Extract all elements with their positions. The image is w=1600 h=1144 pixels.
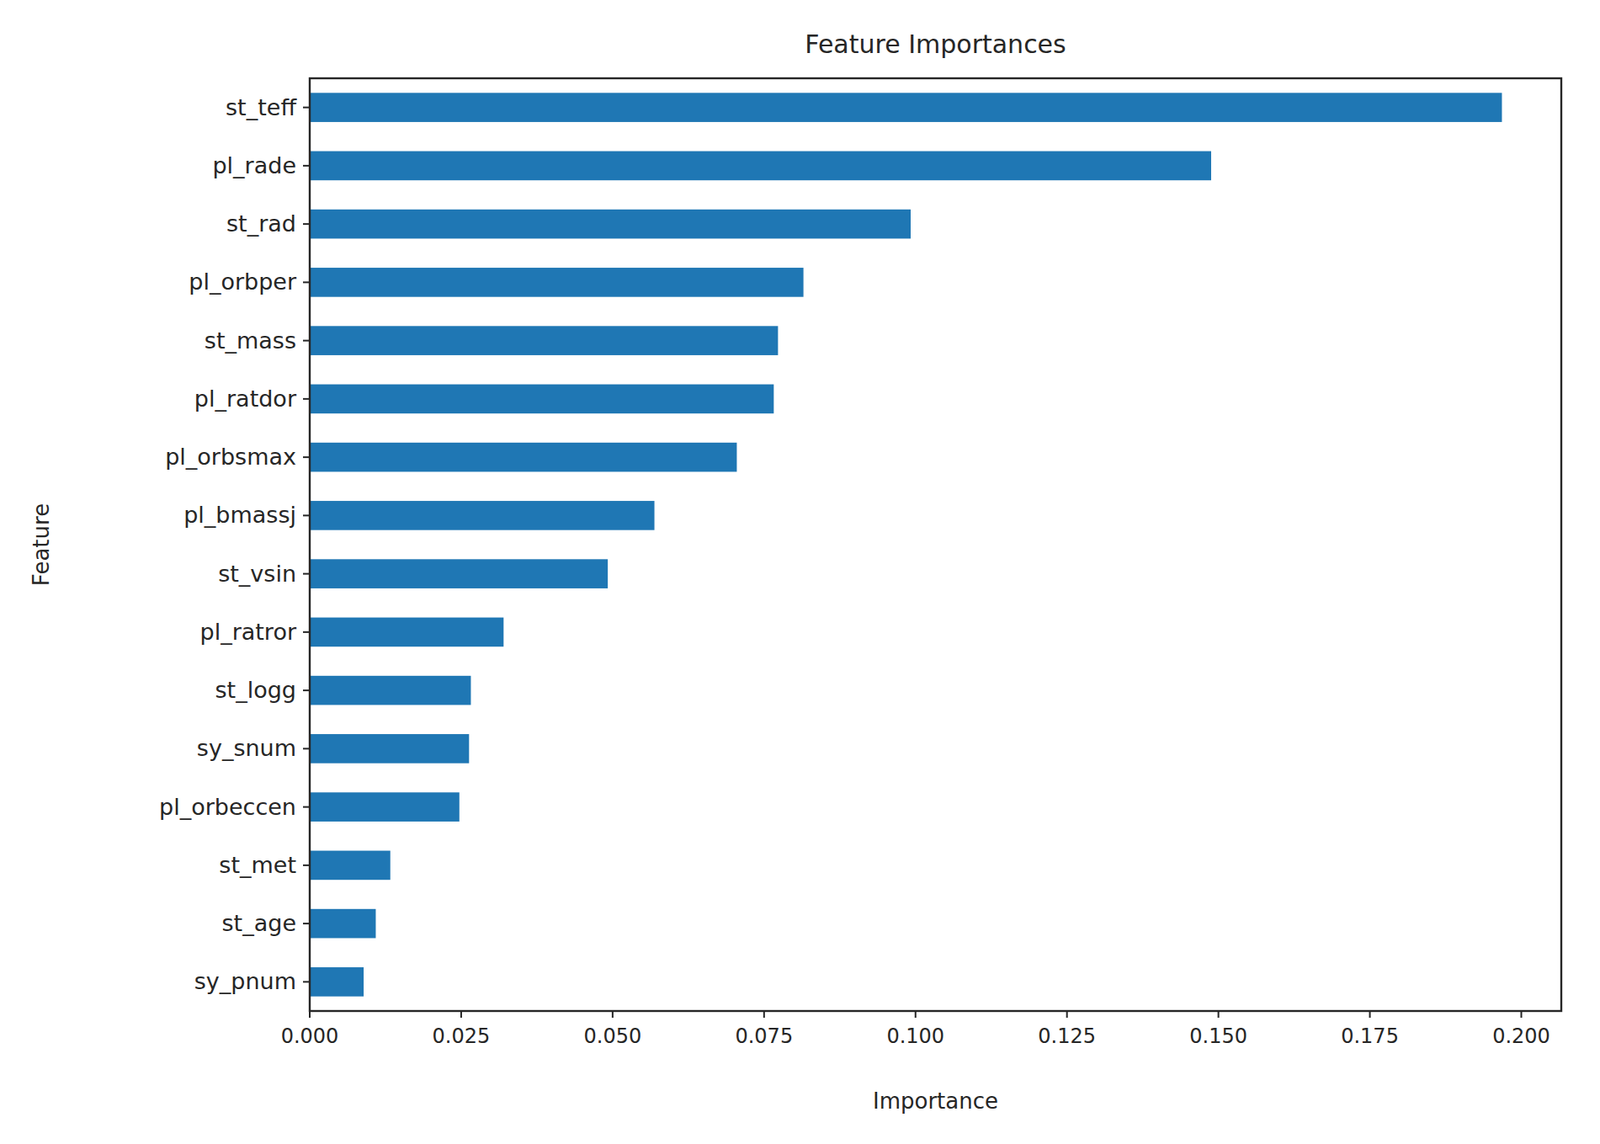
y-tick: [302, 223, 310, 225]
bar: [309, 617, 504, 648]
y-tick: [302, 689, 310, 692]
bar: [309, 92, 1502, 123]
bar: [309, 267, 804, 298]
y-tick-label: st_met: [218, 851, 297, 878]
x-tick-label: 0.175: [1340, 1024, 1399, 1048]
bar: [309, 384, 774, 415]
y-tick-label: pl_bmassj: [183, 501, 297, 528]
y-tick-label: sy_snum: [196, 734, 297, 761]
y-tick: [302, 922, 310, 925]
y-tick-label: pl_orbeccen: [159, 793, 297, 820]
y-tick: [302, 456, 310, 458]
bar: [309, 675, 471, 706]
y-tick-label: st_rad: [226, 210, 297, 237]
y-tick-label: pl_rade: [212, 152, 297, 179]
bar: [309, 500, 655, 531]
bar: [309, 850, 391, 881]
y-axis-label: Feature: [28, 503, 54, 586]
x-tick: [763, 1010, 766, 1018]
y-tick-label: st_logg: [215, 676, 297, 703]
y-tick-label: pl_ratror: [200, 618, 298, 645]
x-tick: [308, 1010, 311, 1018]
bar: [309, 792, 460, 822]
x-tick-label: 0.150: [1189, 1024, 1248, 1048]
x-tick-label: 0.125: [1037, 1024, 1096, 1048]
y-tick-label: st_mass: [204, 327, 297, 354]
y-tick: [302, 747, 310, 750]
x-tick-label: 0.025: [432, 1024, 491, 1048]
x-tick: [1217, 1010, 1220, 1018]
y-tick: [302, 631, 310, 633]
bar: [309, 967, 364, 997]
x-tick-label: 0.200: [1492, 1024, 1551, 1048]
y-tick-label: st_teff: [225, 94, 298, 121]
y-tick-label: pl_orbper: [188, 268, 298, 295]
y-tick: [302, 164, 310, 167]
x-tick-label: 0.075: [734, 1024, 793, 1048]
y-tick: [302, 864, 310, 867]
x-tick: [914, 1010, 917, 1018]
x-tick: [1369, 1010, 1372, 1018]
y-tick-label: st_vsin: [217, 560, 297, 587]
x-tick-label: 0.100: [886, 1024, 945, 1048]
bar: [309, 733, 469, 764]
plot-frame: [309, 78, 1562, 1011]
bar: [309, 442, 737, 473]
bar: [309, 558, 608, 589]
bar: [309, 325, 778, 356]
x-axis-label: Importance: [872, 1088, 999, 1114]
x-tick: [460, 1010, 463, 1018]
y-tick-label: sy_pnum: [194, 967, 297, 995]
y-tick: [302, 398, 310, 400]
x-tick: [1066, 1010, 1069, 1018]
bar: [309, 209, 911, 240]
title: Feature Importances: [804, 29, 1066, 59]
bar: [309, 908, 376, 939]
y-tick: [302, 340, 310, 342]
x-tick-label: 0.050: [584, 1024, 643, 1048]
bars: [309, 92, 1502, 996]
y-tick-label: pl_ratdor: [194, 385, 298, 412]
y-tick: [302, 281, 310, 283]
y-tick: [302, 106, 310, 109]
y-tick: [302, 980, 310, 983]
bar: [309, 151, 1212, 181]
x-tick: [1520, 1010, 1522, 1018]
y-tick: [302, 806, 310, 808]
y-tick-label: st_age: [222, 909, 297, 936]
y-tick-label: pl_orbsmax: [164, 443, 297, 470]
y-tick: [302, 573, 310, 575]
chart: 0.000 0.025 0.050 0.075 0.100 0.125 0.150 0.175…: [0, 0, 1600, 1144]
x-tick-label: 0.000: [281, 1024, 340, 1048]
y-tick: [302, 514, 310, 516]
x-tick: [611, 1010, 614, 1018]
